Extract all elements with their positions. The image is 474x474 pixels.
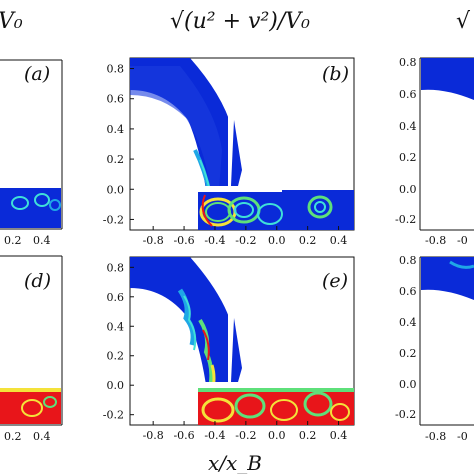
- x-tick-label-e-0: -0.8: [143, 429, 164, 442]
- x-tick-label-e-4: 0.0: [268, 429, 286, 442]
- y-tick-f-0: 0.8: [399, 254, 417, 267]
- x-tick-label-e-5: 0.2: [299, 429, 317, 442]
- panel-f-duct: [421, 257, 474, 300]
- title-right: √: [456, 9, 471, 34]
- x-tick-label-e-3: -0.2: [235, 429, 256, 442]
- x-tick-left-d-1: 0.4: [33, 430, 51, 443]
- x-tick-label-e-1: -0.6: [173, 429, 194, 442]
- y-tick-f-3: 0.2: [399, 347, 417, 360]
- x-tick-f-1: -0: [457, 430, 468, 443]
- axes-b: -0.8 -0.6 -0.4 -0.2 0.0 0.2 0.4 0.8 0.6 0.4 0.2 0.0…: [103, 63, 348, 247]
- y-tick-label-e-1: 0.6: [107, 291, 125, 304]
- x-tick-label-b-6: 0.4: [330, 234, 348, 247]
- y-tick-f-5: -0.2: [395, 408, 416, 421]
- panel-a-partial: (a) 0.2 0.4: [0, 59, 63, 247]
- panel-e-nozzle: [198, 308, 282, 388]
- x-tick-label-b-4: 0.0: [268, 234, 286, 247]
- y-tick-f-4: 0.0: [399, 378, 417, 391]
- panel-c-duct: [421, 58, 474, 100]
- x-tick-f-0: -0.8: [425, 430, 446, 443]
- y-tick-label-b-2: 0.4: [107, 123, 125, 136]
- panel-label-b: (b): [322, 63, 349, 85]
- y-tick-label-e-5: -0.2: [103, 409, 124, 422]
- panel-f-partial: 0.8 0.6 0.4 0.2 0.0 -0.2 -0.8 -0: [395, 254, 474, 443]
- title-center: √(u² + v²)/V₀: [170, 9, 310, 34]
- y-tick-c-1: 0.6: [399, 88, 417, 101]
- x-tick-label-b-3: -0.2: [235, 234, 256, 247]
- y-tick-label-b-3: 0.2: [107, 153, 125, 166]
- x-tick-label-e-2: -0.4: [204, 429, 225, 442]
- y-tick-c-4: 0.0: [399, 183, 417, 196]
- y-tick-f-2: 0.4: [399, 316, 417, 329]
- x-tick-left-1: 0.4: [33, 234, 51, 247]
- x-tick-left-0: 0.2: [4, 234, 22, 247]
- panel-label-d: (d): [24, 270, 51, 292]
- y-tick-c-5: -0.2: [395, 213, 416, 226]
- x-axis-label: x/x_B: [208, 451, 262, 474]
- panel-c-partial: 0.8 0.6 0.4 0.2 0.0 -0.2 -0.8 -0: [395, 56, 474, 247]
- panel-b-vortex-2: [307, 195, 333, 219]
- panel-label-a: (a): [24, 63, 50, 85]
- y-tick-label-e-4: 0.0: [107, 379, 125, 392]
- y-tick-label-e-0: 0.8: [107, 261, 125, 274]
- axes-e: -0.8 -0.6 -0.4 -0.2 0.0 0.2 0.4 0.8 0.6 0.4 0.2 0.0…: [103, 261, 348, 442]
- y-tick-label-b-5: -0.2: [103, 213, 124, 226]
- y-tick-label-e-3: 0.2: [107, 350, 125, 363]
- x-tick-label-e-6: 0.4: [330, 429, 348, 442]
- y-tick-c-2: 0.4: [399, 120, 417, 133]
- x-tick-c-0: -0.8: [425, 234, 446, 247]
- panel-d-partial: (d) 0.2 0.4: [0, 255, 63, 443]
- y-tick-label-e-2: 0.4: [107, 320, 125, 333]
- y-tick-c-0: 0.8: [399, 56, 417, 69]
- y-tick-f-1: 0.6: [399, 285, 417, 298]
- panel-a-vortex: [11, 196, 29, 210]
- panel-b-nozzle: [198, 110, 282, 192]
- y-tick-label-b-4: 0.0: [107, 183, 125, 196]
- y-tick-label-b-1: 0.6: [107, 93, 125, 106]
- y-tick-label-b-0: 0.8: [107, 63, 125, 76]
- x-tick-label-b-0: -0.8: [143, 234, 164, 247]
- x-tick-label-b-1: -0.6: [173, 234, 194, 247]
- panel-label-e: (e): [322, 270, 348, 292]
- x-tick-c-1: -0: [457, 234, 468, 247]
- x-tick-label-b-5: 0.2: [299, 234, 317, 247]
- panel-e: (e): [129, 256, 355, 426]
- title-left: V₀: [0, 9, 23, 34]
- x-tick-label-b-2: -0.4: [204, 234, 225, 247]
- y-tick-c-3: 0.2: [399, 151, 417, 164]
- panel-b: (b): [129, 57, 355, 231]
- x-tick-left-d-0: 0.2: [4, 430, 22, 443]
